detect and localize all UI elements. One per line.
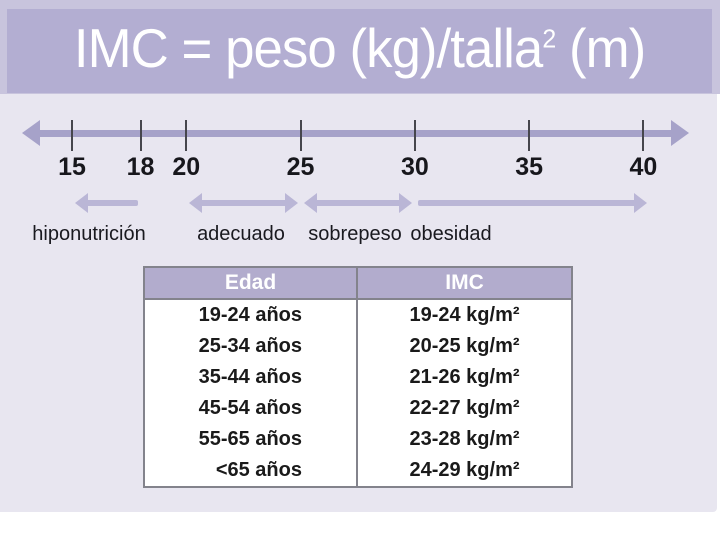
title-superscript: 2 bbox=[542, 23, 556, 54]
tick-label: 40 bbox=[629, 153, 658, 181]
tick-mark bbox=[185, 120, 188, 151]
tick-mark bbox=[139, 120, 142, 151]
range-arrowhead-left-icon bbox=[75, 193, 88, 213]
range-arrowhead-right-icon bbox=[398, 193, 412, 213]
imc-cell: 19-24 kg/m² bbox=[409, 304, 520, 326]
range-arrowhead-left-icon bbox=[303, 193, 317, 213]
tick-mark bbox=[528, 120, 531, 151]
arrow-right-icon bbox=[671, 120, 689, 146]
table-row: 25-34 años 20-25 kg/m² bbox=[145, 331, 571, 362]
tick-mark bbox=[642, 120, 645, 151]
imc-cell: 23-28 kg/m² bbox=[409, 428, 520, 450]
range-arrowhead-left-icon bbox=[189, 193, 203, 213]
title-suffix: (m) bbox=[555, 16, 646, 79]
range-arrowhead-right-icon bbox=[284, 193, 298, 213]
bmi-scale: 15 18 20 25 30 35 40 hiponutrición adecuado sobr… bbox=[0, 0, 720, 260]
table-row: <65 años 24-29 kg/m² bbox=[145, 455, 571, 486]
range-label: sobrepeso bbox=[308, 223, 402, 245]
table-header-row: Edad IMC bbox=[145, 268, 571, 300]
table-header-edad: Edad bbox=[145, 268, 358, 298]
imc-cell: 21-26 kg/m² bbox=[409, 366, 520, 388]
title-text: IMC = peso (kg)/talla bbox=[73, 16, 543, 79]
title-banner: IMC = peso (kg)/talla2 (m) bbox=[7, 9, 712, 93]
table-body: 19-24 años 19-24 kg/m² 25-34 años 20-25 kg/… bbox=[145, 300, 571, 486]
imc-cell: 24-29 kg/m² bbox=[409, 459, 520, 481]
range-label: adecuado bbox=[197, 223, 285, 245]
edad-cell: <65 años bbox=[145, 455, 358, 486]
tick-mark bbox=[413, 120, 416, 151]
tick-mark bbox=[299, 120, 302, 151]
imc-cell: 20-25 kg/m² bbox=[409, 335, 520, 357]
range-arrow-bar bbox=[417, 200, 637, 206]
edad-cell: 55-65 años bbox=[145, 424, 358, 455]
range-label: obesidad bbox=[410, 223, 492, 245]
table-row: 45-54 años 22-27 kg/m² bbox=[145, 393, 571, 424]
tick-mark bbox=[71, 120, 73, 151]
tick-label: 25 bbox=[286, 153, 315, 181]
number-line bbox=[38, 130, 676, 137]
imc-cell: 22-27 kg/m² bbox=[409, 397, 520, 419]
range-label: hiponutrición bbox=[32, 223, 146, 245]
table-row: 55-65 años 23-28 kg/m² bbox=[145, 424, 571, 455]
table-header-imc: IMC bbox=[445, 271, 484, 294]
edad-cell: 25-34 años bbox=[145, 331, 358, 362]
tick-label: 30 bbox=[400, 153, 429, 181]
edad-cell: 45-54 años bbox=[145, 393, 358, 424]
range-arrowhead-right-icon bbox=[634, 193, 648, 213]
edad-cell: 35-44 años bbox=[145, 362, 358, 393]
range-arrow-bar bbox=[200, 200, 287, 206]
arrow-left-icon bbox=[22, 120, 40, 146]
table-row: 19-24 años 19-24 kg/m² bbox=[145, 300, 571, 331]
tick-label: 20 bbox=[172, 153, 201, 181]
tick-label: 18 bbox=[126, 153, 155, 181]
table-row: 35-44 años 21-26 kg/m² bbox=[145, 362, 571, 393]
range-arrow-bar bbox=[314, 200, 401, 206]
tick-label: 35 bbox=[515, 153, 544, 181]
page-title: IMC = peso (kg)/talla2 (m) bbox=[74, 20, 646, 82]
edad-cell: 19-24 años bbox=[145, 300, 358, 331]
tick-label: 15 bbox=[58, 153, 86, 181]
range-arrow-bar bbox=[86, 200, 138, 206]
bmi-table: Edad IMC 19-24 años 19-24 kg/m² 25-34 años… bbox=[143, 266, 573, 488]
